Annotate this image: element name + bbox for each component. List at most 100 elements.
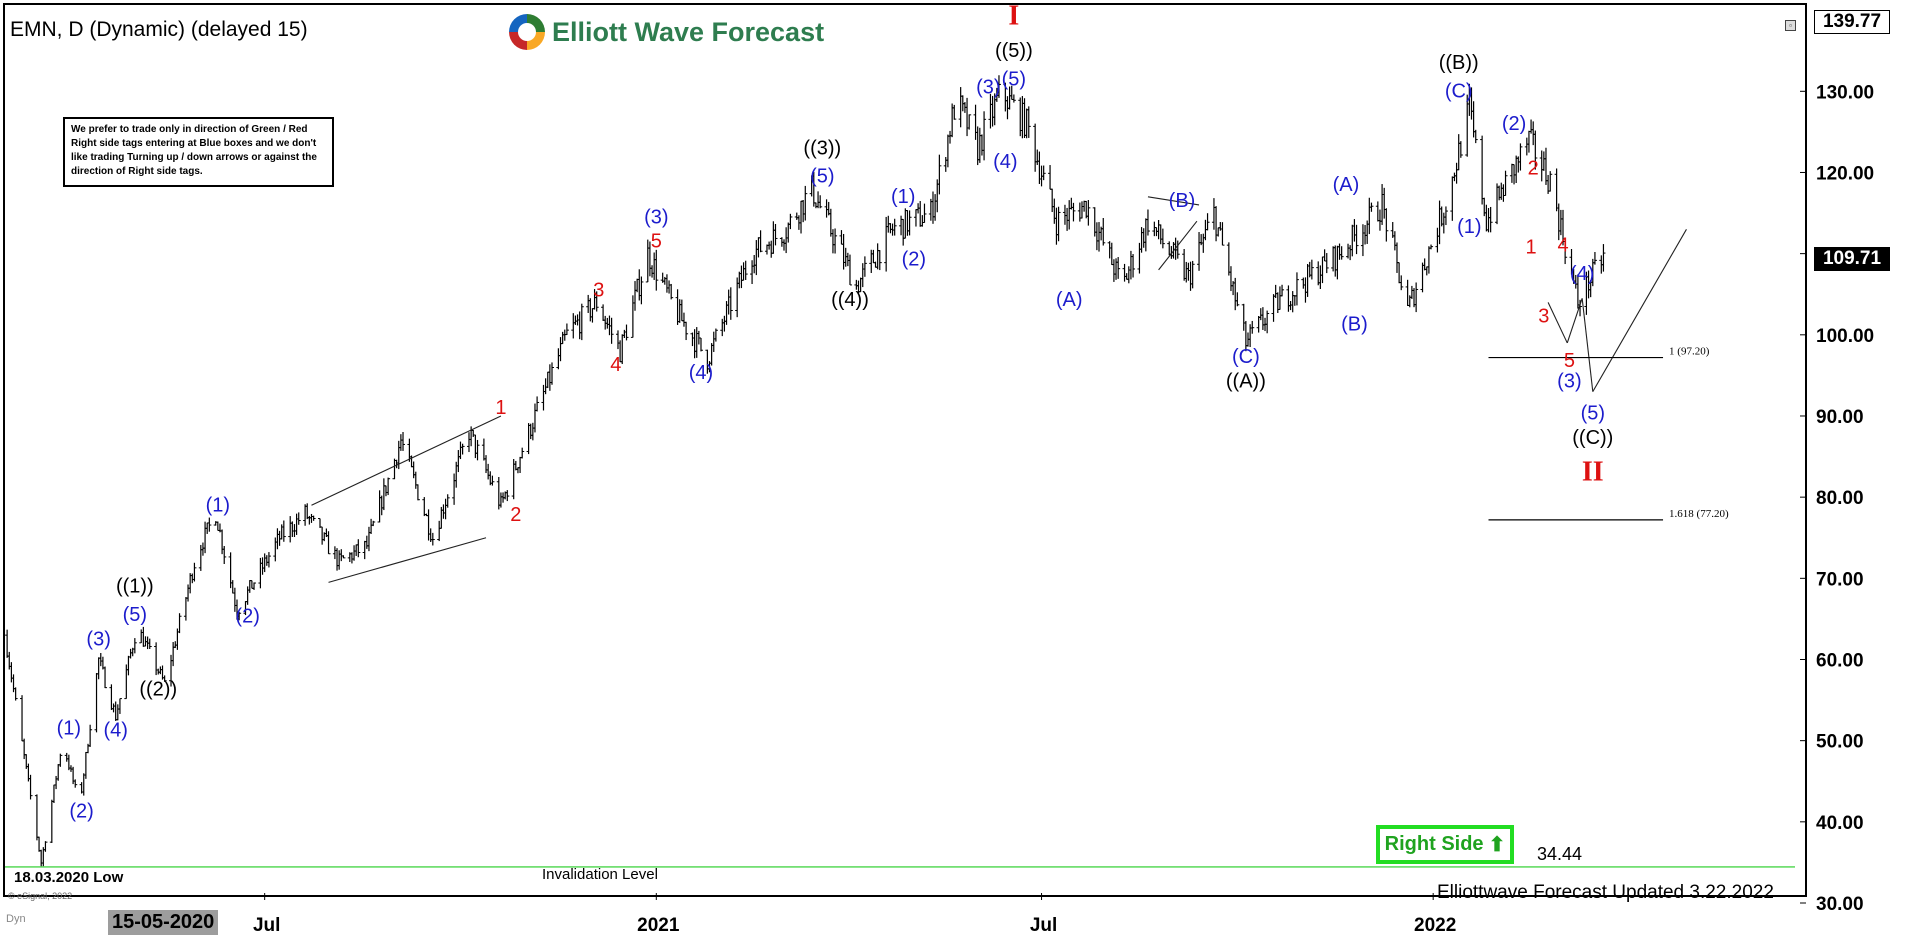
price-bar <box>698 337 703 352</box>
price-bar <box>386 477 391 496</box>
price-bar <box>475 439 480 461</box>
chart-frame <box>3 3 1807 897</box>
wave-label: ((C)) <box>1572 427 1613 449</box>
trendline <box>1147 196 1200 206</box>
price-bar <box>1086 200 1091 226</box>
price-bar <box>1429 244 1434 250</box>
wave-label: (4) <box>993 151 1017 173</box>
price-bar <box>967 114 972 130</box>
price-bar <box>281 520 286 542</box>
esignal-copyright: © eSignal, 2022 <box>8 891 73 901</box>
price-bar <box>1503 170 1508 196</box>
price-bar <box>833 228 838 254</box>
wave-label: (C) <box>1445 80 1473 102</box>
price-bar <box>1116 257 1121 279</box>
price-bar <box>996 75 1001 98</box>
right-side-tag: Right Side ⬆ <box>1376 825 1514 864</box>
logo: Elliott Wave Forecast <box>509 14 824 50</box>
y-tick-label: 120.00 <box>1816 163 1874 184</box>
wave-label: 2 <box>510 504 521 526</box>
price-bar <box>58 753 63 767</box>
price-bar <box>907 210 912 236</box>
y-tick-label: 70.00 <box>1816 569 1864 590</box>
y-tick-label: 60.00 <box>1816 650 1864 671</box>
price-bar <box>982 111 987 161</box>
trendline <box>1581 298 1594 392</box>
window-restore-icon[interactable]: ▫ <box>1785 20 1796 31</box>
price-bar <box>803 185 808 221</box>
wave-label: (B) <box>1341 313 1368 335</box>
price-bar <box>1354 224 1359 255</box>
x-axis: Jul 2021 Jul 2022 <box>253 893 1456 936</box>
level-label: 1.618 (77.20) <box>1669 508 1729 520</box>
price-bar <box>937 154 942 195</box>
price-bar <box>28 774 33 800</box>
price-bar <box>1458 141 1463 158</box>
wave-label: (5) <box>1002 68 1026 90</box>
wave-label: (1) <box>1457 216 1481 238</box>
price-bar <box>13 687 18 701</box>
y-tick-label: 50.00 <box>1816 732 1864 753</box>
wave-label: 4 <box>610 354 621 376</box>
price-bar <box>311 515 316 521</box>
price-bar <box>103 666 108 689</box>
wave-label: ((3)) <box>803 137 841 159</box>
wave-label: (C) <box>1232 346 1260 368</box>
trendline <box>1566 298 1583 344</box>
wave-label: (4) <box>103 719 127 741</box>
wave-label: (1) <box>206 494 230 516</box>
price-bar <box>654 249 659 291</box>
price-bar <box>147 638 152 650</box>
wave-label: (5) <box>1581 403 1605 425</box>
price-bar <box>341 555 346 559</box>
wave-label: (3) <box>976 76 1000 98</box>
price-bar <box>1384 208 1389 242</box>
price-bar <box>1339 246 1344 260</box>
price-bar <box>1205 213 1210 231</box>
price-bar <box>177 613 182 634</box>
price-bar <box>1592 252 1597 265</box>
price-bar <box>1533 130 1538 170</box>
x-tick-label: Jul <box>1030 915 1057 936</box>
wave-label: I <box>1008 0 1019 31</box>
top-price-badge: 139.77 <box>1814 10 1890 34</box>
price-bar <box>1235 292 1240 307</box>
dyn-label: Dyn <box>6 913 26 925</box>
wave-label: (2) <box>1502 113 1526 135</box>
wave-label: ((A)) <box>1226 370 1266 392</box>
price-bar <box>192 562 197 582</box>
price-bar <box>1294 272 1299 306</box>
price-bar <box>952 104 957 120</box>
price-bar <box>237 611 242 621</box>
price-bar <box>1160 228 1165 249</box>
price-bar <box>132 638 137 654</box>
cursor-date: 15-05-2020 <box>108 910 219 935</box>
low-date-label: 18.03.2020 Low <box>14 869 124 886</box>
price-bar <box>713 328 718 342</box>
price-bar <box>1280 284 1285 297</box>
wave-label: 3 <box>593 279 604 301</box>
price-bar <box>1563 239 1568 265</box>
wave-label: 5 <box>651 231 662 253</box>
invalidation-value: 34.44 <box>1537 844 1583 864</box>
price-bar <box>1265 310 1270 334</box>
trendline <box>1547 302 1568 344</box>
price-bar <box>207 517 212 532</box>
price-bar <box>266 552 271 568</box>
price-bar <box>1220 222 1225 246</box>
wave-label: (3) <box>86 628 110 650</box>
price-bar <box>1324 253 1329 274</box>
y-axis: 130.00120.00110.00100.0090.0080.0070.006… <box>1800 82 1874 915</box>
price-bar <box>117 698 122 714</box>
price-bar <box>162 675 167 682</box>
price-bar <box>847 254 852 286</box>
wave-label: (A) <box>1333 174 1360 196</box>
arrow-up-icon: ⬆ <box>1488 834 1506 856</box>
wave-label: II <box>1582 457 1604 488</box>
price-bar <box>818 195 823 209</box>
price-bar <box>758 230 763 253</box>
y-tick-label: 80.00 <box>1816 488 1864 509</box>
wave-label: (4) <box>1570 263 1594 285</box>
price-bar <box>430 532 435 546</box>
